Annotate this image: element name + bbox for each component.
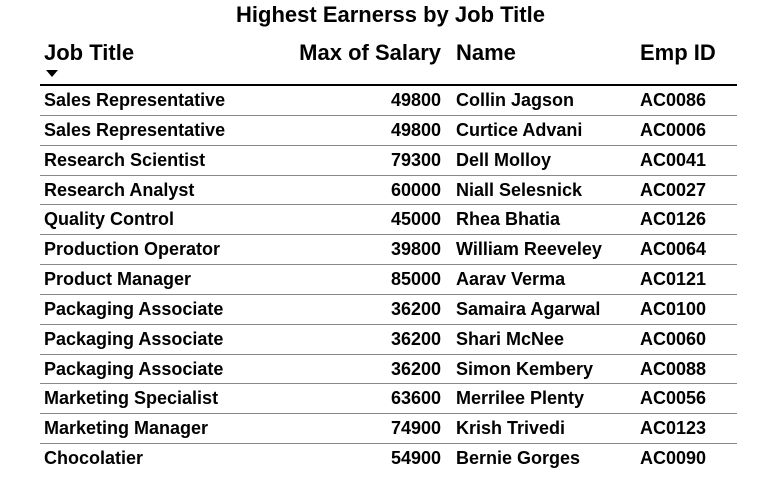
table-body: Sales Representative 49800 Collin Jagson AC… [40,86,737,474]
table-row[interactable]: Research Scientist 79300 Dell Molloy AC0041 [40,146,737,176]
cell-name: Samaira Agarwal [456,298,601,319]
cell-emp-id: AC0088 [640,358,707,379]
table-row[interactable]: Chocolatier 54900 Bernie Gorges AC0090 [40,444,737,474]
cell-emp-id: AC0006 [640,119,707,140]
column-header-name[interactable]: Name [456,40,516,65]
cell-job-title: Marketing Manager [44,418,209,439]
cell-name: Simon Kembery [456,358,594,379]
cell-job-title: Packaging Associate [44,358,224,379]
cell-name: William Reeveley [456,239,602,260]
table-row[interactable]: Packaging Associate 36200 Shari McNee AC006… [40,325,737,355]
cell-max-salary: 49800 [390,119,441,140]
cell-name: Merrilee Plenty [456,388,585,409]
table-row[interactable]: Quality Control 45000 Rhea Bhatia AC0126 [40,205,737,236]
column-header-emp-id[interactable]: Emp ID [640,40,716,65]
cell-emp-id: AC0027 [640,179,707,200]
cell-name: Shari McNee [456,328,565,349]
cell-emp-id: AC0064 [640,239,707,260]
cell-job-title: Packaging Associate [44,298,224,319]
column-header-job-title[interactable]: Job Title [44,40,135,65]
table-row[interactable]: Product Manager 85000 Aarav Verma AC0121 [40,265,737,295]
table-row[interactable]: Sales Representative 49800 Curtice Advani A… [40,116,737,146]
table-row[interactable]: Research Analyst 60000 Niall Selesnick AC00… [40,176,737,206]
cell-name: Curtice Advani [456,119,583,140]
cell-max-salary: 63600 [390,388,441,409]
table-row[interactable]: Sales Representative 49800 Collin Jagson AC… [40,86,737,116]
cell-emp-id: AC0100 [640,298,707,319]
cell-emp-id: AC0121 [640,269,707,290]
cell-max-salary: 60000 [390,179,441,200]
table-row[interactable]: Marketing Specialist 63600 Merrilee Plenty… [40,384,737,415]
cell-max-salary: 36200 [390,298,441,319]
cell-name: Aarav Verma [456,269,566,290]
header-divider [40,84,737,86]
cell-job-title: Production Operator [44,239,221,260]
cell-name: Dell Molloy [456,149,552,170]
cell-name: Bernie Gorges [456,448,581,469]
cell-max-salary: 36200 [390,328,441,349]
table-row[interactable]: Packaging Associate 36200 Samaira Agarwal A… [40,295,737,325]
cell-emp-id: AC0060 [640,328,707,349]
table-row[interactable]: Marketing Manager 74900 Krish Trivedi AC012… [40,414,737,445]
sort-descending-icon[interactable] [46,70,58,77]
cell-job-title: Marketing Specialist [44,388,219,409]
cell-job-title: Research Scientist [44,149,206,170]
cell-max-salary: 79300 [390,149,441,170]
cell-emp-id: AC0123 [640,418,707,439]
cell-job-title: Sales Representative [44,90,226,110]
cell-name: Niall Selesnick [456,179,583,200]
cell-emp-id: AC0041 [640,149,707,170]
cell-emp-id: AC0126 [640,209,707,230]
table-row[interactable]: Packaging Associate 36200 Simon Kembery AC0… [40,355,737,385]
report-title: Highest Earnerss by Job Title [236,2,545,27]
cell-max-salary: 54900 [390,448,441,469]
cell-job-title: Chocolatier [44,448,144,469]
cell-job-title: Product Manager [44,269,192,290]
cell-max-salary: 85000 [390,269,441,290]
column-header-max-salary[interactable]: Max of Salary [299,40,441,65]
cell-max-salary: 74900 [390,418,441,439]
cell-name: Krish Trivedi [456,418,566,439]
table-row[interactable]: Production Operator 39800 William Reeveley… [40,235,737,266]
cell-max-salary: 45000 [390,209,441,230]
cell-job-title: Packaging Associate [44,328,224,349]
cell-job-title: Quality Control [44,209,174,230]
cell-emp-id: AC0086 [640,90,707,110]
cell-max-salary: 39800 [390,239,441,260]
cell-job-title: Sales Representative [44,119,226,140]
cell-max-salary: 49800 [390,90,441,110]
cell-job-title: Research Analyst [44,179,195,200]
cell-emp-id: AC0056 [640,388,707,409]
cell-name: Rhea Bhatia [456,209,561,230]
cell-emp-id: AC0090 [640,448,707,469]
cell-max-salary: 36200 [390,358,441,379]
table-header: Job Title Max of Salary Name Emp ID [40,38,737,84]
cell-name: Collin Jagson [456,90,575,110]
